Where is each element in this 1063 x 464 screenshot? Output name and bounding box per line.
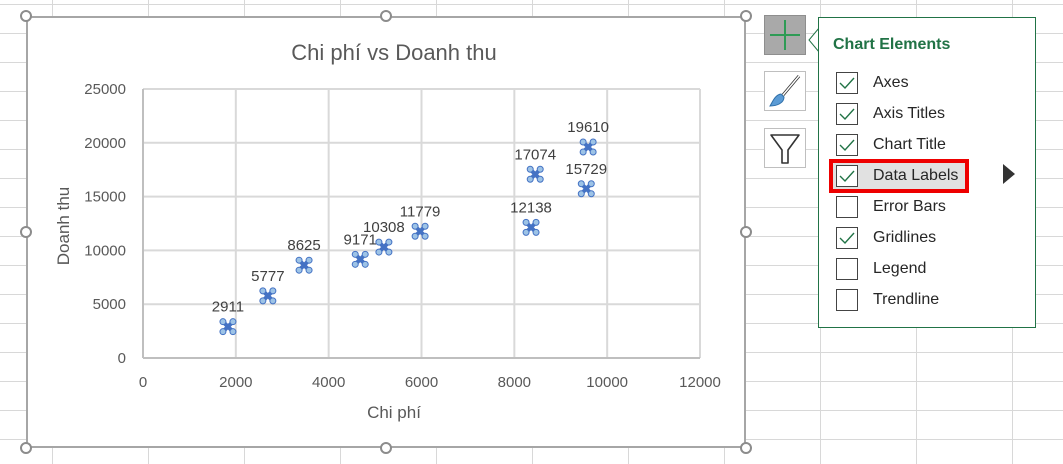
funnel-icon [770, 134, 800, 164]
y-axis-title[interactable]: Doanh thu [54, 187, 73, 265]
data-label[interactable]: 12138 [510, 199, 552, 216]
data-point[interactable] [577, 180, 595, 198]
resize-handle-top-left[interactable] [20, 10, 32, 22]
chart-element-label: Legend [873, 260, 927, 277]
y-tick-label: 15000 [84, 189, 126, 206]
checkbox[interactable] [836, 134, 858, 156]
y-tick-label: 0 [118, 350, 126, 367]
chart-element-label: Gridlines [873, 229, 937, 246]
chart-element-error-bars[interactable]: Error Bars [831, 192, 971, 222]
chart-element-gridlines[interactable]: Gridlines [831, 223, 971, 253]
y-tick-label: 5000 [93, 296, 126, 313]
checkmark-icon [839, 232, 855, 245]
x-axis-title[interactable]: Chi phí [367, 403, 421, 422]
chart-element-label: Chart Title [873, 136, 946, 153]
data-point[interactable] [526, 165, 544, 183]
chart-element-label: Axes [873, 74, 909, 91]
gridlines [142, 88, 701, 359]
x-tick-label: 10000 [586, 374, 628, 391]
data-point[interactable] [579, 138, 597, 156]
data-label[interactable]: 19610 [567, 119, 609, 136]
chart-element-trendline[interactable]: Trendline [831, 285, 971, 315]
data-label[interactable]: 5777 [251, 268, 284, 285]
chart-element-axis-titles[interactable]: Axis Titles [831, 99, 971, 129]
checkmark-icon [839, 108, 855, 121]
x-tick-label: 12000 [679, 374, 721, 391]
chart-title[interactable]: Chi phí vs Doanh thu [291, 40, 496, 65]
resize-handle-right[interactable] [740, 226, 752, 238]
y-tick-label: 20000 [84, 135, 126, 152]
chart-elements-button[interactable] [764, 15, 806, 55]
x-tick-label: 0 [139, 374, 147, 391]
chart-element-axes[interactable]: Axes [831, 68, 971, 98]
checkbox[interactable] [836, 227, 858, 249]
chart-area[interactable]: Chi phí vs Doanh thu 0 2000 4000 6000 8000 10… [26, 16, 746, 448]
data-label[interactable]: 9171 [344, 231, 377, 248]
checkmark-icon [839, 139, 855, 152]
data-point[interactable] [295, 256, 313, 274]
chart-element-label: Axis Titles [873, 105, 946, 122]
data-point[interactable] [522, 218, 540, 236]
x-tick-label: 2000 [219, 374, 252, 391]
checkmark-icon [839, 170, 855, 183]
chart-element-chart-title[interactable]: Chart Title [831, 130, 971, 160]
x-tick-label: 8000 [498, 374, 531, 391]
plus-icon [770, 20, 800, 50]
chart-element-label: Error Bars [873, 198, 946, 215]
data-label[interactable]: 2911 [212, 299, 244, 316]
data-point[interactable] [219, 318, 237, 336]
y-tick-label: 10000 [84, 242, 126, 259]
checkbox[interactable] [836, 258, 858, 280]
resize-handle-bottom-right[interactable] [740, 442, 752, 454]
checkbox[interactable] [836, 289, 858, 311]
data-point[interactable] [351, 250, 369, 268]
resize-handle-bottom[interactable] [380, 442, 392, 454]
data-label[interactable]: 10308 [363, 219, 405, 236]
x-tick-label: 4000 [312, 374, 345, 391]
resize-handle-top-right[interactable] [740, 10, 752, 22]
chart-element-label: Trendline [873, 291, 940, 308]
chart-element-legend[interactable]: Legend [831, 254, 971, 284]
data-label[interactable]: 17074 [514, 146, 556, 163]
checkbox[interactable] [836, 72, 858, 94]
chart-element-label: Data Labels [873, 167, 959, 184]
resize-handle-bottom-left[interactable] [20, 442, 32, 454]
data-label[interactable]: 15729 [565, 161, 607, 178]
data-label[interactable]: 11779 [400, 203, 441, 220]
data-label[interactable]: 8625 [287, 237, 320, 254]
scatter-plot: Chi phí vs Doanh thu 0 2000 4000 6000 8000 10… [54, 40, 721, 422]
chart-element-data-labels[interactable]: Data Labels [829, 159, 969, 193]
data-point[interactable] [411, 222, 429, 240]
data-point[interactable] [259, 287, 277, 305]
axis-ticks: 0 2000 4000 6000 8000 10000 12000 0 5000 10000 150… [84, 81, 721, 391]
data-labels-submenu-arrow[interactable] [1003, 164, 1015, 184]
checkbox[interactable] [836, 103, 858, 125]
chart-styles-button[interactable] [764, 71, 806, 111]
checkmark-icon [839, 77, 855, 90]
resize-handle-left[interactable] [20, 226, 32, 238]
panel-title: Chart Elements [833, 36, 951, 53]
x-tick-label: 6000 [405, 374, 438, 391]
y-tick-label: 25000 [84, 81, 126, 98]
chart-elements-panel: Chart Elements Axes Axis Titles Chart Titl… [818, 17, 1036, 328]
checkbox[interactable] [836, 165, 858, 187]
resize-handle-top[interactable] [380, 10, 392, 22]
checkbox[interactable] [836, 196, 858, 218]
chart-filters-button[interactable] [764, 128, 806, 168]
data-point[interactable] [375, 238, 393, 256]
paintbrush-icon [769, 75, 801, 107]
